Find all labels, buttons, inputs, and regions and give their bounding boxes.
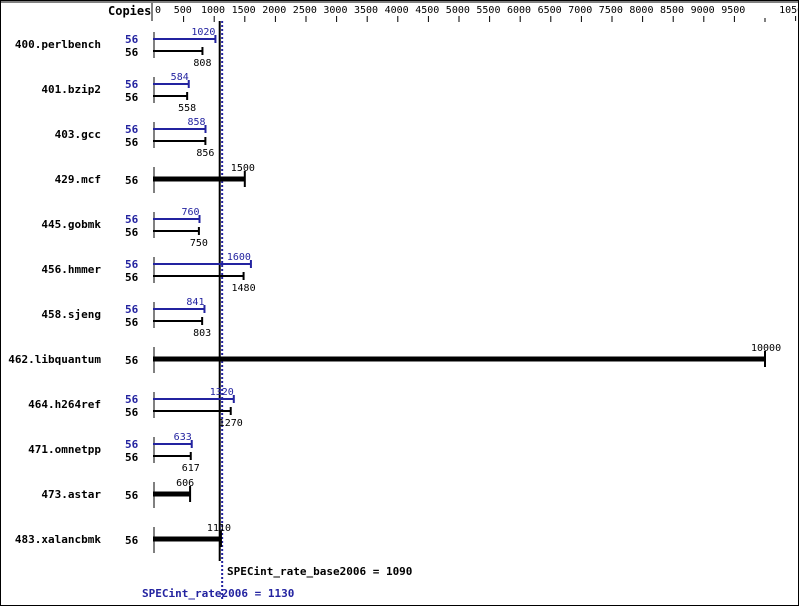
- peak-value-label: 1320: [210, 387, 234, 398]
- x-tick-label: 8500: [660, 5, 684, 16]
- copies-header: Copies: [108, 4, 151, 18]
- base-copies: 56: [125, 534, 139, 547]
- x-tick-label: 8000: [629, 5, 653, 16]
- base-value-label: 803: [193, 328, 211, 339]
- base-copies: 56: [125, 226, 139, 239]
- x-tick-label: 4500: [415, 5, 439, 16]
- base-copies: 56: [125, 46, 139, 59]
- peak-value-label: 1600: [227, 252, 251, 263]
- base-copies: 56: [125, 316, 139, 329]
- x-tick-label: 7000: [568, 5, 592, 16]
- base-copies: 56: [125, 174, 139, 187]
- peak-value-label: 584: [171, 72, 189, 83]
- x-tick-label: 3000: [323, 5, 347, 16]
- base-copies: 56: [125, 451, 139, 464]
- peak-copies: 56: [125, 438, 139, 451]
- x-tick-label: 5500: [476, 5, 500, 16]
- benchmark-label: 400.perlbench: [15, 38, 101, 51]
- x-tick-label: 3500: [354, 5, 378, 16]
- peak-value-label: 760: [181, 207, 199, 218]
- benchmark-label: 483.xalancbmk: [15, 533, 101, 546]
- base-value-label: 606: [176, 478, 194, 489]
- benchmark-label: 473.astar: [41, 488, 101, 501]
- x-tick-label: 10500: [779, 5, 798, 16]
- base-copies: 56: [125, 271, 139, 284]
- base-value-label: 1500: [231, 163, 255, 174]
- peak-copies: 56: [125, 213, 139, 226]
- peak-copies: 56: [125, 123, 139, 136]
- benchmark-label: 464.h264ref: [28, 398, 101, 411]
- benchmark-label: 429.mcf: [55, 173, 101, 186]
- base-copies: 56: [125, 136, 139, 149]
- base-copies: 56: [125, 91, 139, 104]
- x-tick-label: 7500: [599, 5, 623, 16]
- x-tick-label: 2000: [262, 5, 286, 16]
- peak-value-label: 1020: [191, 27, 215, 38]
- base-value-label: 10000: [751, 343, 781, 354]
- base-copies: 56: [125, 489, 139, 502]
- base-value-label: 558: [178, 103, 196, 114]
- peak-copies: 56: [125, 78, 139, 91]
- benchmark-label: 462.libquantum: [8, 353, 101, 366]
- benchmark-label: 456.hmmer: [41, 263, 101, 276]
- x-tick-label: 9000: [691, 5, 715, 16]
- x-tick-label: 4000: [385, 5, 409, 16]
- x-tick-label: 6000: [507, 5, 531, 16]
- benchmark-label: 471.omnetpp: [28, 443, 101, 456]
- x-tick-label: 1500: [232, 5, 256, 16]
- peak-copies: 56: [125, 393, 139, 406]
- x-tick-label: 5000: [446, 5, 470, 16]
- peak-summary-label: SPECint_rate2006 = 1130: [142, 587, 294, 600]
- peak-copies: 56: [125, 33, 139, 46]
- benchmark-label: 403.gcc: [55, 128, 101, 141]
- x-tick-label: 6500: [538, 5, 562, 16]
- benchmark-label: 458.sjeng: [41, 308, 101, 321]
- base-value-label: 1270: [219, 418, 243, 429]
- base-summary-label: SPECint_rate_base2006 = 1090: [227, 565, 412, 578]
- base-value-label: 750: [190, 238, 208, 249]
- base-value-label: 856: [196, 148, 214, 159]
- x-tick-label: 500: [174, 5, 192, 16]
- base-value-label: 1110: [207, 523, 231, 534]
- peak-value-label: 858: [187, 117, 205, 128]
- base-copies: 56: [125, 406, 139, 419]
- peak-value-label: 633: [174, 432, 192, 443]
- x-tick-label: 9500: [721, 5, 745, 16]
- base-value-label: 1480: [232, 283, 256, 294]
- base-value-label: 808: [193, 58, 211, 69]
- benchmark-label: 401.bzip2: [41, 83, 101, 96]
- base-copies: 56: [125, 354, 139, 367]
- peak-copies: 56: [125, 258, 139, 271]
- x-tick-label: 1000: [201, 5, 225, 16]
- peak-value-label: 841: [186, 297, 204, 308]
- x-tick-label: 0: [155, 5, 161, 16]
- base-value-label: 617: [182, 463, 200, 474]
- benchmark-label: 445.gobmk: [41, 218, 101, 231]
- peak-copies: 56: [125, 303, 139, 316]
- x-tick-label: 2500: [293, 5, 317, 16]
